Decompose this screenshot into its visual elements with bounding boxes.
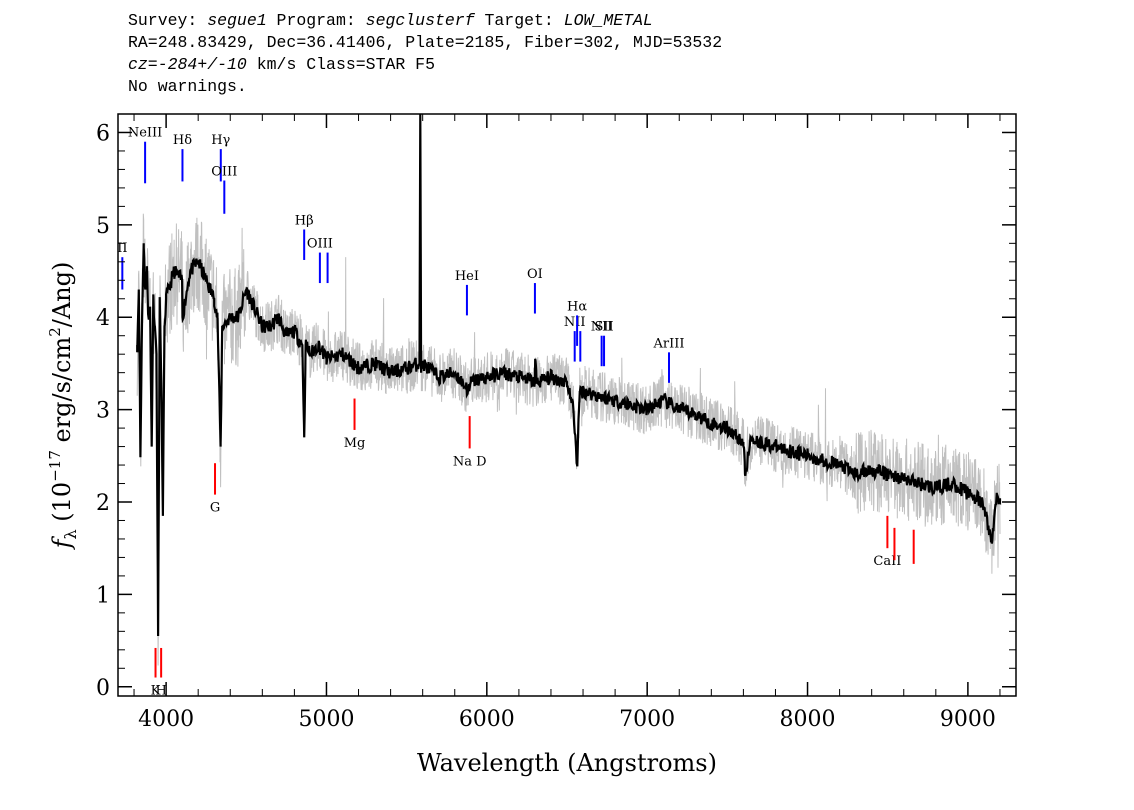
y-tick-label-2: 2 [96,491,110,516]
survey-value: segue1 [207,11,267,30]
x-tick-label-6000: 6000 [459,707,515,732]
line-label-9: OI [527,267,543,282]
x-tick-label-5000: 5000 [298,707,354,732]
raw-flux-line [136,159,1001,666]
svg-text:fλ (10−17 erg/s/cm2/Ang): fλ (10−17 erg/s/cm2/Ang) [46,262,80,551]
line-label-16: Mg [344,436,366,451]
y-tick-label-6: 6 [96,121,110,146]
line-label-10: NII [564,315,586,330]
program-label: Program: [276,11,356,30]
line-label-2: Hγ [211,133,230,148]
header-line-4: No warnings. [128,77,247,96]
survey-label: Survey: [128,11,198,30]
y-tick-label-0: 0 [96,676,110,701]
x-axis-title: Wavelength (Angstroms) [417,749,717,777]
line-label-0: NeIII [128,126,162,141]
x-tick-label-9000: 9000 [940,707,996,732]
line-label-4: Hβ [295,213,314,228]
line-label-17: G [210,501,220,516]
y-tick-label-3: 3 [96,399,110,424]
smoothed-flux-line [136,113,1002,637]
line-label-13: NII [591,320,613,335]
y-tick-label-5: 5 [96,214,110,239]
line-label-5: OIII [307,237,333,252]
program-value: segclusterf [365,11,475,30]
line-label-11: Hα [567,299,587,314]
y-tick-label-4: 4 [96,306,110,331]
raw-flux-layer [136,159,1001,666]
target-value: LOW_METAL [563,11,653,30]
cz-value: -284+/-10 [157,55,247,74]
line-label-22: K [151,684,161,699]
line-label-7: II [117,241,127,256]
y-axis-title: fλ (10−17 erg/s/cm2/Ang) [46,262,80,551]
target-label: Target: [484,11,554,30]
line-label-3: OIII [211,165,237,180]
axis-ticks: 4000 5000 6000 7000 8000 9000 0 1 2 3 4 5 6 [96,114,1016,732]
line-label-14: SII [594,320,613,335]
header-line-1: Survey: segue1 Program: segclusterf Targ… [128,10,722,32]
y-tick-label-1: 1 [96,583,110,608]
cz-label: cz= [128,55,158,74]
x-tick-label-8000: 8000 [780,707,836,732]
line-label-18: Na D [453,454,487,469]
header-line-2: RA=248.83429, Dec=36.41406, Plate=2185, … [128,33,723,52]
line-label-8: HeI [455,269,479,284]
x-tick-label-7000: 7000 [619,707,675,732]
x-tick-label-4000: 4000 [138,707,194,732]
smoothed-flux-layer [136,113,1002,637]
line-label-15: ArIII [652,336,684,351]
plot-frame [117,113,1017,697]
cz-tail: km/s Class=STAR F5 [246,55,435,74]
spectrum-header: Survey: segue1 Program: segclusterf Targ… [128,10,722,98]
line-label-1: Hδ [173,133,192,148]
line-label-23: H [155,684,166,699]
line-label-19: CaII [873,554,901,569]
header-line-3: cz=-284+/-10 km/s Class=STAR F5 [128,54,722,76]
